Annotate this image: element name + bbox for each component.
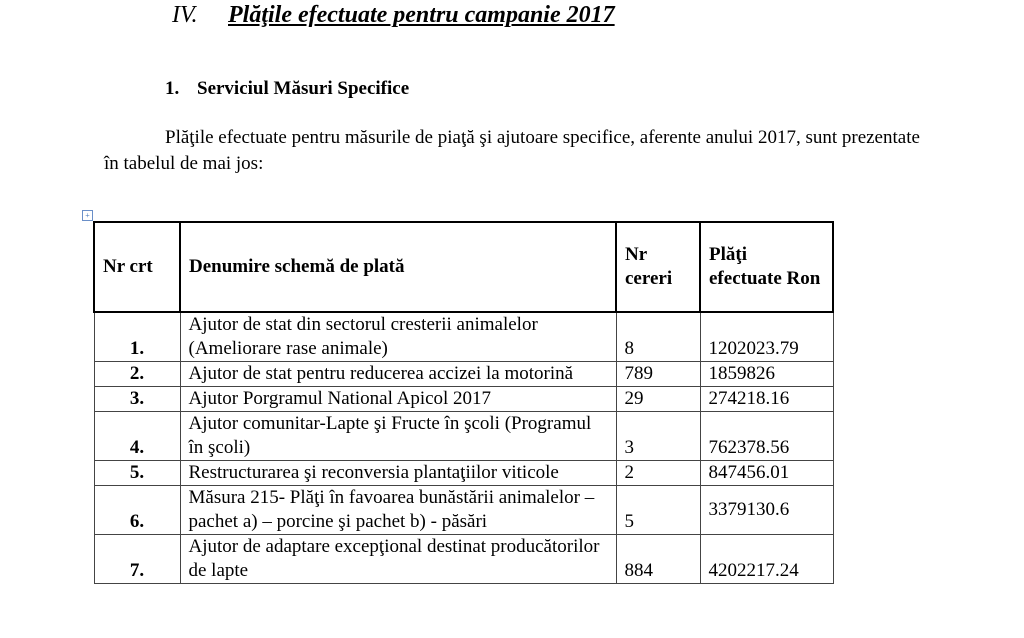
row-number: 2.: [93, 361, 181, 387]
request-count: 3: [615, 411, 701, 461]
row-number: 7.: [93, 534, 181, 584]
request-count: 789: [615, 361, 701, 387]
payment-amount: 4202217.24: [699, 534, 834, 584]
payments-table: Nr crt Denumire schemă de plată Nr cerer…: [93, 221, 834, 584]
table-header-row: Nr crt Denumire schemă de plată Nr cerer…: [93, 221, 834, 313]
scheme-name: Restructurarea şi reconversia plantaţiil…: [179, 460, 617, 486]
header-nr-cereri: Nr cereri: [615, 221, 701, 313]
table-row: 2. Ajutor de stat pentru reducerea accize…: [93, 361, 834, 387]
payment-amount: 3379130.6: [699, 485, 834, 535]
request-count: 5: [615, 485, 701, 535]
payment-amount: 274218.16: [699, 386, 834, 412]
request-count: 2: [615, 460, 701, 486]
request-count: 884: [615, 534, 701, 584]
row-number: 3.: [93, 386, 181, 412]
table-row: 3. Ajutor Porgramul National Apicol 2017 2…: [93, 386, 834, 412]
intro-paragraph: Plăţile efectuate pentru măsurile de pia…: [104, 127, 920, 174]
scheme-name: Ajutor de stat din sectorul cresterii an…: [179, 311, 617, 362]
scheme-name: Ajutor de stat pentru reducerea accizei …: [179, 361, 617, 387]
request-count: 29: [615, 386, 701, 412]
header-nr-crt: Nr crt: [93, 221, 181, 313]
section-number: IV.: [172, 2, 198, 28]
section-title: Plăţile efectuate pentru campanie 2017: [228, 2, 615, 28]
header-plati: Plăţi efectuate Ron: [699, 221, 834, 313]
table-row: 7. Ajutor de adaptare excepţional destina…: [93, 534, 834, 584]
payment-amount: 1202023.79: [699, 311, 834, 362]
row-number: 5.: [93, 460, 181, 486]
scheme-name: Ajutor Porgramul National Apicol 2017: [179, 386, 617, 412]
table-row: 1. Ajutor de stat din sectorul cresterii …: [93, 311, 834, 362]
payment-amount: 1859826: [699, 361, 834, 387]
table-row: 6. Măsura 215- Plăţi în favoarea bunăstă…: [93, 485, 834, 535]
table-move-handle-icon[interactable]: +: [82, 210, 93, 221]
request-count: 8: [615, 311, 701, 362]
subsection-title: Serviciul Măsuri Specifice: [197, 78, 410, 99]
row-number: 1.: [93, 311, 181, 362]
row-number: 6.: [93, 485, 181, 535]
table-row: 4. Ajutor comunitar-Lapte şi Fructe în şc…: [93, 411, 834, 461]
subsection-heading: 1. Serviciul Măsuri Specifice: [165, 78, 409, 100]
scheme-name: Ajutor comunitar-Lapte şi Fructe în şcol…: [179, 411, 617, 461]
payment-amount: 847456.01: [699, 460, 834, 486]
row-number: 4.: [93, 411, 181, 461]
scheme-name: Ajutor de adaptare excepţional destinat …: [179, 534, 617, 584]
table-row: 5. Restructurarea şi reconversia plantaţi…: [93, 460, 834, 486]
header-denumire: Denumire schemă de plată: [179, 221, 617, 313]
payment-amount: 762378.56: [699, 411, 834, 461]
subsection-number: 1.: [165, 78, 180, 99]
scheme-name: Măsura 215- Plăţi în favoarea bunăstării…: [179, 485, 617, 535]
